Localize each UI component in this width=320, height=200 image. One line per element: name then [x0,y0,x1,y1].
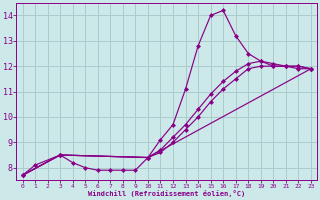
X-axis label: Windchill (Refroidissement éolien,°C): Windchill (Refroidissement éolien,°C) [88,190,245,197]
